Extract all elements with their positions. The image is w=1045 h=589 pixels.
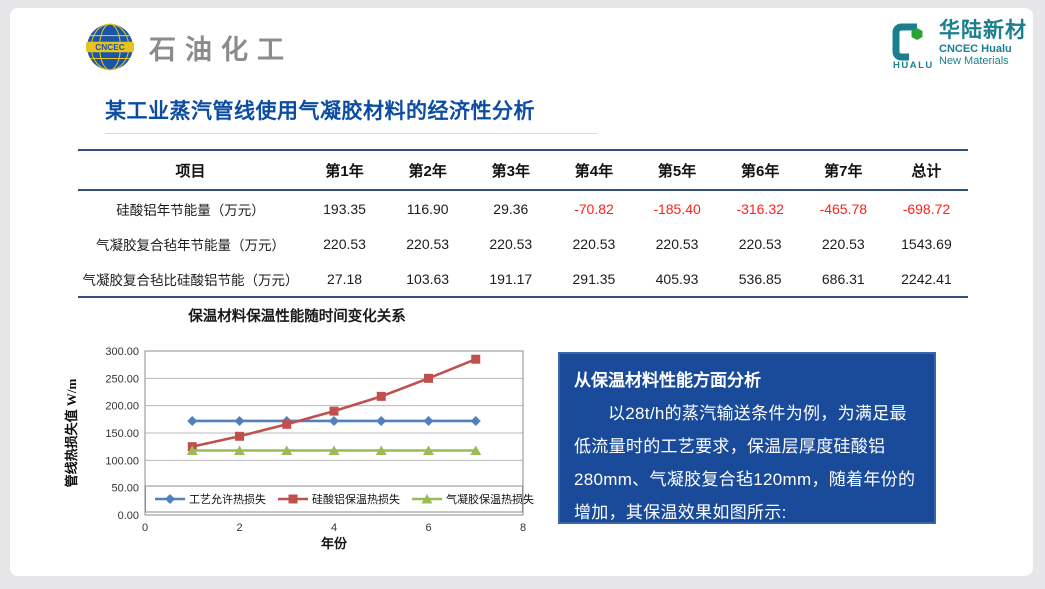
table-header-cell: 总计 (884, 150, 968, 191)
svg-text:4: 4 (331, 522, 337, 534)
table-cell: 686.31 (821, 270, 865, 287)
table-header-cell: 第7年 (801, 150, 885, 191)
economics-table-wrap: 项目 第1年 第2年 第3年 第4年 第5年 第6年 第7年 总计 硅酸铝年节能量（万元） 193… (78, 149, 968, 298)
cncec-logo: CNCEC 石油化工 (85, 22, 293, 72)
table-cell: 193.35 (323, 200, 366, 217)
table-row: 硅酸铝年节能量（万元） 193.35 116.90 29.36 -70.82 -185.4… (78, 190, 968, 226)
analysis-box: 从保温材料性能方面分析 以28t/h的蒸汽输送条件为例，为满足最低流量时的工艺要… (558, 352, 936, 524)
svg-text:250.00: 250.00 (105, 373, 139, 385)
svg-text:100.00: 100.00 (105, 455, 139, 467)
table-row-label: 硅酸铝年节能量（万元） (116, 202, 265, 218)
table-body: 硅酸铝年节能量（万元） 193.35 116.90 29.36 -70.82 -185.4… (78, 190, 968, 297)
hualu-mark-text: HUALU (893, 60, 932, 70)
hualu-logo: HUALU 华陆新材 CNCEC Hualu New Materials (890, 20, 1027, 70)
svg-text:150.00: 150.00 (105, 428, 139, 440)
table-cell: 220.53 (572, 235, 616, 252)
slide: CNCEC 石油化工 HUALU 华陆新材 CNCEC Hualu New Ma… (10, 8, 1033, 576)
table-header-cell: 第3年 (469, 150, 553, 191)
table-cell: 220.53 (489, 235, 533, 252)
hualu-name-en1: CNCEC Hualu (939, 43, 1012, 55)
table-header-cell: 第2年 (386, 150, 470, 191)
svg-text:8: 8 (520, 522, 526, 534)
line-chart-svg: 300.00 250.00 200.00 150.00 100.00 50.00 0.000… (64, 346, 534, 551)
table-cell: 116.90 (406, 200, 449, 217)
page-title: 某工业蒸汽管线使用气凝胶材料的经济性分析 (105, 100, 535, 123)
chart-title: 保温材料保温性能随时间变化关系 (188, 309, 406, 325)
table-cell: 191.17 (489, 270, 533, 287)
table-head: 项目 第1年 第2年 第3年 第4年 第5年 第6年 第7年 总计 (78, 150, 968, 191)
svg-text:管线热损失值 W/m: 管线热损失值 W/m (64, 378, 79, 487)
svg-text:年份: 年份 (321, 536, 348, 551)
table-row: 气凝胶复合毡年节能量（万元） 220.53 220.53 220.53 220.53 22… (78, 226, 968, 261)
table-cell: -698.72 (902, 200, 951, 217)
table-cell: 1543.69 (901, 235, 952, 252)
table-cell: -316.32 (736, 200, 784, 217)
table-row: 气凝胶复合毡比硅酸铝节能（万元） 27.18 103.63 191.17 291.35 4… (78, 261, 968, 297)
svg-text:工艺允许热损失: 工艺允许热损失 (189, 492, 266, 506)
svg-text:2: 2 (236, 522, 242, 534)
svg-text:6: 6 (425, 522, 431, 534)
table-cell: 220.53 (323, 235, 366, 252)
table-cell: 536.85 (738, 270, 782, 287)
table-cell: 103.63 (406, 270, 450, 287)
svg-text:0: 0 (142, 522, 148, 534)
table-cell: 2242.41 (901, 270, 952, 287)
table-cell: 220.53 (738, 235, 782, 252)
table-header-cell: 第4年 (552, 150, 636, 191)
table-header-cell: 第6年 (718, 150, 802, 191)
table-cell: -70.82 (574, 200, 614, 217)
table-header-cell: 项目 (78, 150, 303, 191)
svg-text:300.00: 300.00 (105, 346, 139, 358)
table-cell: 220.53 (655, 235, 699, 252)
cncec-badge-text: CNCEC (95, 42, 125, 52)
title-divider (105, 133, 597, 134)
svg-text:200.00: 200.00 (105, 401, 139, 413)
cncec-globe-icon: CNCEC (86, 23, 134, 71)
svg-text:硅酸铝保温热损失: 硅酸铝保温热损失 (312, 492, 400, 506)
svg-text:0.00: 0.00 (118, 510, 139, 522)
table-cell: 291.35 (572, 270, 616, 287)
table-cell: 29.36 (493, 200, 529, 217)
analysis-heading: 从保温材料性能方面分析 (574, 371, 761, 390)
analysis-body: 以28t/h的蒸汽输送条件为例，为满足最低流量时的工艺要求，保温层厚度硅酸铝28… (574, 404, 916, 522)
cncec-brand-text: 石油化工 (149, 34, 293, 65)
hualu-name-en2: New Materials (939, 55, 1009, 67)
economics-table: 项目 第1年 第2年 第3年 第4年 第5年 第6年 第7年 总计 硅酸铝年节能量（万元） 193… (78, 149, 968, 298)
table-cell: 220.53 (406, 235, 450, 252)
table-cell: 220.53 (821, 235, 865, 252)
table-row-label: 气凝胶复合毡比硅酸铝节能（万元） (82, 272, 299, 288)
table-cell: -185.40 (653, 200, 701, 217)
hualu-mark-icon: HUALU (892, 23, 932, 70)
table-cell: 405.93 (655, 270, 699, 287)
svg-text:50.00: 50.00 (111, 483, 139, 495)
hualu-name-cn: 华陆新材 (939, 19, 1027, 42)
table-row-label: 气凝胶复合毡年节能量（万元） (96, 237, 285, 253)
svg-text:气凝胶保温热损失: 气凝胶保温热损失 (446, 492, 534, 506)
table-header-cell: 第1年 (303, 150, 387, 191)
table-header-cell: 第5年 (635, 150, 719, 191)
table-cell: -465.78 (819, 200, 868, 217)
table-cell: 27.18 (327, 270, 363, 287)
